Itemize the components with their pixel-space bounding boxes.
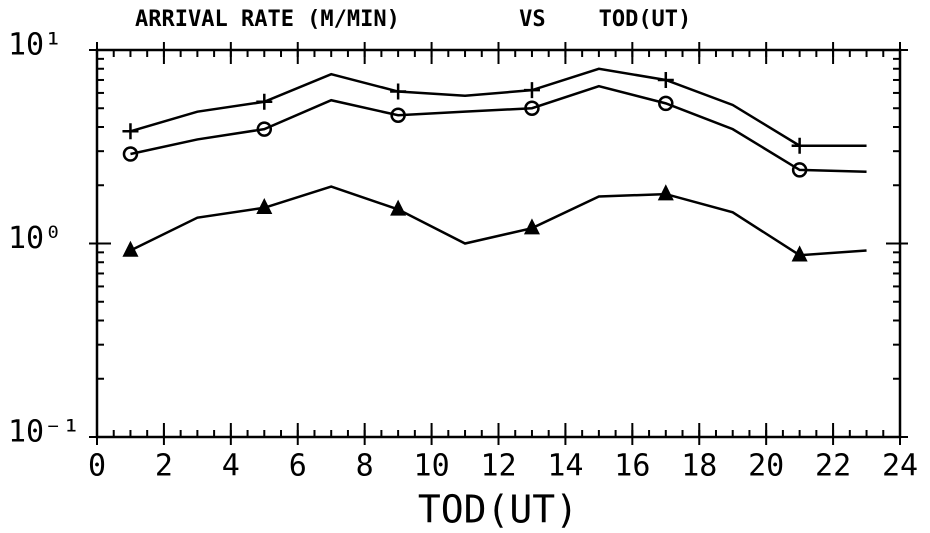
x-tick-label: 0 xyxy=(88,449,106,484)
series-line xyxy=(129,185,867,257)
x-tick-label: 24 xyxy=(882,449,918,484)
circle-marker xyxy=(791,162,808,178)
y-tick-label: 10¹ xyxy=(8,28,62,63)
plus-marker xyxy=(122,123,139,140)
x-tick-label: 2 xyxy=(155,449,173,484)
triangle-marker xyxy=(256,197,273,215)
triangle-marker xyxy=(122,240,139,257)
plus-marker xyxy=(256,93,273,110)
circle-marker xyxy=(122,146,139,162)
series-line xyxy=(130,84,867,173)
series-line xyxy=(130,67,867,148)
chart-title: ARRIVAL RATE (M/MIN) VS TOD(UT) xyxy=(135,7,691,32)
x-tick-label: 4 xyxy=(222,449,240,484)
x-tick-label: 14 xyxy=(547,449,583,484)
plus-marker xyxy=(523,82,540,99)
triangle-marker xyxy=(791,245,808,262)
x-tick-label: 16 xyxy=(614,449,650,484)
triangle-marker xyxy=(523,218,540,235)
x-tick-label: 22 xyxy=(815,449,851,484)
x-axis-label: TOD(UT) xyxy=(418,488,578,532)
circle-marker xyxy=(256,121,273,137)
plus-marker xyxy=(657,71,674,88)
circle-marker xyxy=(658,95,674,112)
x-tick-label: 20 xyxy=(748,449,784,484)
x-tick-label: 12 xyxy=(480,449,516,484)
circle-marker xyxy=(524,100,540,116)
triangle-marker xyxy=(657,184,674,201)
x-tick-label: 18 xyxy=(681,449,717,484)
x-tick-label: 10 xyxy=(414,449,450,484)
x-tick-label: 6 xyxy=(289,449,307,484)
plus-marker xyxy=(791,137,808,154)
y-tick-label: 10⁻¹ xyxy=(8,415,80,450)
circle-marker xyxy=(390,107,406,124)
x-tick-label: 8 xyxy=(356,449,374,484)
plus-marker xyxy=(390,83,407,100)
triangle-marker xyxy=(390,199,407,216)
y-tick-label: 10⁰ xyxy=(8,221,62,256)
